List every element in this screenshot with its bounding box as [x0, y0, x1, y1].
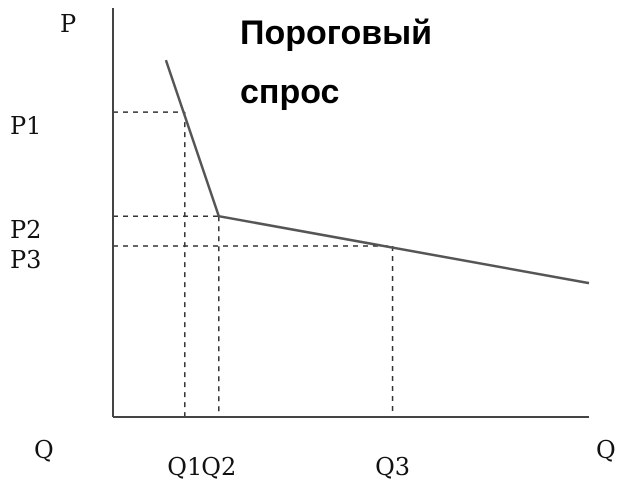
x-tick-label-1: Q1	[167, 453, 202, 481]
chart-title-line-2: спрос	[240, 73, 339, 111]
x-axis-label: Q	[596, 436, 616, 464]
y-axis-label: P	[60, 10, 76, 38]
demand-curve-line-1	[164, 59, 590, 285]
x-tick-label-2: Q2	[201, 453, 236, 481]
demand-curve	[164, 59, 590, 285]
chart-title-line-1: Пороговый	[240, 14, 432, 52]
y-tick-label-3: P3	[10, 246, 41, 274]
y-tick-label-1: P1	[10, 112, 41, 140]
x-tick-label-3: Q3	[375, 453, 410, 481]
y-tick-label-2: P2	[10, 216, 41, 244]
x-origin-label: Q	[34, 436, 54, 464]
guide-lines	[113, 111, 394, 417]
